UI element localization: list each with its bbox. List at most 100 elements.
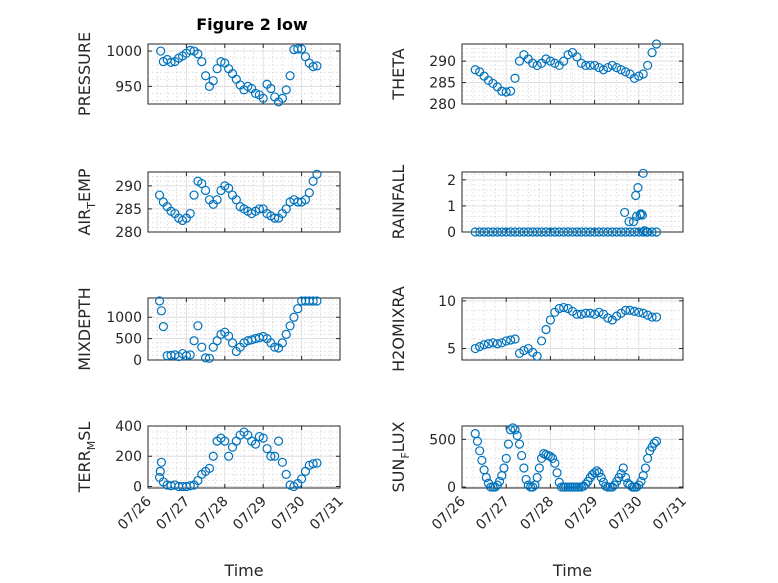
h2omixra-data-point — [581, 308, 591, 318]
h2omixra-data-point — [488, 338, 498, 348]
sun-flux-data-point — [548, 453, 558, 464]
mixdepth-data-point — [277, 338, 287, 348]
theta-data-point — [559, 56, 569, 66]
h2omixra-data-point — [603, 313, 613, 323]
terr-msl-data-point — [277, 457, 287, 467]
rainfall-data-point — [620, 227, 631, 237]
y-tick-label: 285 — [115, 202, 142, 218]
sun-flux-y-axis-label: SUNFLUX — [389, 421, 412, 492]
rainfall-data-point — [519, 227, 529, 237]
theta-data-point — [532, 60, 542, 71]
air-temp-data-point — [197, 178, 207, 189]
mixdepth-data-point — [204, 353, 215, 363]
pressure-data-point — [277, 93, 287, 103]
theta-data-point — [585, 60, 595, 71]
terr-msl-data-point — [220, 436, 230, 446]
theta-data-point — [634, 71, 644, 81]
theta-data-point — [638, 69, 648, 79]
terr-msl-data-point — [156, 457, 167, 467]
sun-flux-data-point — [596, 472, 606, 483]
rainfall-data-point — [585, 227, 595, 237]
y-tick-label: 0 — [133, 353, 142, 369]
x-tick-label: 07/29 — [230, 494, 270, 534]
x-tick-label: 07/31 — [650, 494, 690, 534]
theta-data-point — [506, 86, 516, 96]
theta-data-point — [528, 58, 538, 68]
sun-flux-data-point — [534, 463, 544, 473]
sun-flux-data-point — [532, 472, 542, 483]
sun-flux-data-point — [477, 455, 487, 465]
h2omixra-data-point — [532, 351, 542, 361]
x-tick-label: 07/27 — [473, 494, 513, 534]
terr-msl-x-axis-label: Time — [223, 561, 263, 580]
rainfall-data-point — [479, 227, 489, 237]
sun-flux-data-point — [472, 436, 483, 446]
x-tick-label: 07/28 — [517, 494, 557, 534]
air-temp-y-axis-label: AIRTEMP — [75, 168, 98, 235]
air-temp-data-point — [308, 176, 318, 186]
air-temp-data-point — [304, 188, 314, 198]
mixdepth-data-point — [193, 321, 203, 331]
mixdepth-data-point — [189, 336, 199, 346]
theta-data-point — [545, 56, 556, 66]
x-tick-label: 07/30 — [269, 494, 309, 534]
sun-flux-data-point — [521, 474, 531, 485]
theta-data-point — [576, 58, 586, 68]
sun-flux-data-point — [607, 482, 617, 492]
pressure-data-point — [312, 61, 322, 71]
theta-axes: 280 285 290 THETA — [389, 39, 684, 113]
rainfall-data-point — [541, 227, 551, 237]
theta-data-point — [550, 58, 560, 68]
sun-flux-data-point — [581, 479, 591, 489]
pressure-axes: 950 1000 PRESSURE — [75, 32, 341, 116]
rainfall-data-point — [475, 227, 485, 237]
pressure-data-point — [285, 71, 295, 81]
h2omixra-data-point — [470, 343, 480, 354]
h2omixra-data-point — [647, 312, 657, 322]
pressure-data-point — [216, 57, 226, 67]
air-temp-data-point — [154, 190, 165, 200]
x-tick-label: 07/31 — [307, 494, 347, 534]
terr-msl-data-point — [262, 444, 272, 454]
terr-msl-data-point — [273, 436, 284, 446]
h2omixra-axes-box — [461, 297, 684, 361]
y-tick-label: 280 — [115, 225, 142, 241]
theta-axes-box — [461, 43, 684, 105]
rainfall-data-point — [497, 227, 507, 237]
air-temp-data-point — [212, 195, 222, 205]
h2omixra-data-point — [643, 310, 653, 320]
rainfall-data-point — [523, 227, 533, 237]
h2omixra-data-point — [634, 307, 644, 317]
rainfall-data-point — [636, 209, 646, 219]
air-temp-data-point — [312, 169, 322, 179]
rainfall-data-point — [651, 227, 662, 237]
y-tick-label: 950 — [115, 79, 142, 95]
terr-msl-data-point — [208, 451, 218, 461]
rainfall-data-point — [536, 227, 547, 237]
x-tick-label: 07/26 — [115, 493, 155, 533]
rainfall-data-point — [506, 227, 516, 237]
rainfall-data-point — [639, 226, 650, 236]
theta-data-point — [616, 65, 626, 75]
sun-flux-data-point — [550, 458, 560, 468]
terr-msl-axes-box — [147, 425, 341, 489]
mixdepth-data-point — [154, 296, 165, 306]
rainfall-data-point — [483, 227, 494, 237]
h2omixra-data-point — [572, 309, 582, 319]
rainfall-data-point — [559, 227, 569, 237]
rainfall-data-point — [629, 227, 639, 237]
theta-data-point — [497, 86, 507, 96]
rainfall-data-point — [598, 227, 609, 237]
rainfall-data-point — [528, 227, 538, 237]
h2omixra-data-point — [510, 334, 520, 344]
rainfall-data-point — [642, 227, 652, 237]
rainfall-data-point — [625, 227, 635, 237]
terr-msl-data-point — [281, 469, 291, 479]
rainfall-data-point — [612, 227, 622, 237]
air-temp-data-point — [189, 190, 199, 200]
terr-msl-y-axis-label: TERRMSL — [75, 422, 98, 494]
sun-flux-data-point — [589, 468, 600, 478]
h2omixra-axes: 5 10 H2OMIXRA — [389, 286, 684, 372]
theta-data-point — [514, 56, 525, 66]
